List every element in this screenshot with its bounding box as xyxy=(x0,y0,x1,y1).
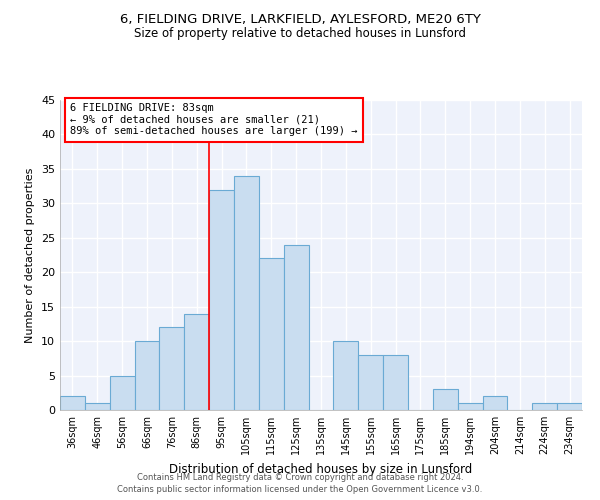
Bar xyxy=(110,376,134,410)
Text: Size of property relative to detached houses in Lunsford: Size of property relative to detached ho… xyxy=(134,28,466,40)
Bar xyxy=(433,390,458,410)
Bar xyxy=(184,314,209,410)
Bar xyxy=(134,341,160,410)
Bar xyxy=(532,403,557,410)
X-axis label: Distribution of detached houses by size in Lunsford: Distribution of detached houses by size … xyxy=(169,462,473,475)
Bar xyxy=(358,355,383,410)
Bar xyxy=(557,403,582,410)
Bar xyxy=(259,258,284,410)
Bar xyxy=(209,190,234,410)
Bar xyxy=(60,396,85,410)
Bar xyxy=(482,396,508,410)
Text: 6 FIELDING DRIVE: 83sqm
← 9% of detached houses are smaller (21)
89% of semi-det: 6 FIELDING DRIVE: 83sqm ← 9% of detached… xyxy=(70,103,358,136)
Bar xyxy=(383,355,408,410)
Bar xyxy=(458,403,482,410)
Bar xyxy=(334,341,358,410)
Text: Contains HM Land Registry data © Crown copyright and database right 2024.: Contains HM Land Registry data © Crown c… xyxy=(137,472,463,482)
Text: 6, FIELDING DRIVE, LARKFIELD, AYLESFORD, ME20 6TY: 6, FIELDING DRIVE, LARKFIELD, AYLESFORD,… xyxy=(119,12,481,26)
Text: Contains public sector information licensed under the Open Government Licence v3: Contains public sector information licen… xyxy=(118,485,482,494)
Bar xyxy=(160,328,184,410)
Y-axis label: Number of detached properties: Number of detached properties xyxy=(25,168,35,342)
Bar xyxy=(234,176,259,410)
Bar xyxy=(85,403,110,410)
Bar xyxy=(284,244,308,410)
